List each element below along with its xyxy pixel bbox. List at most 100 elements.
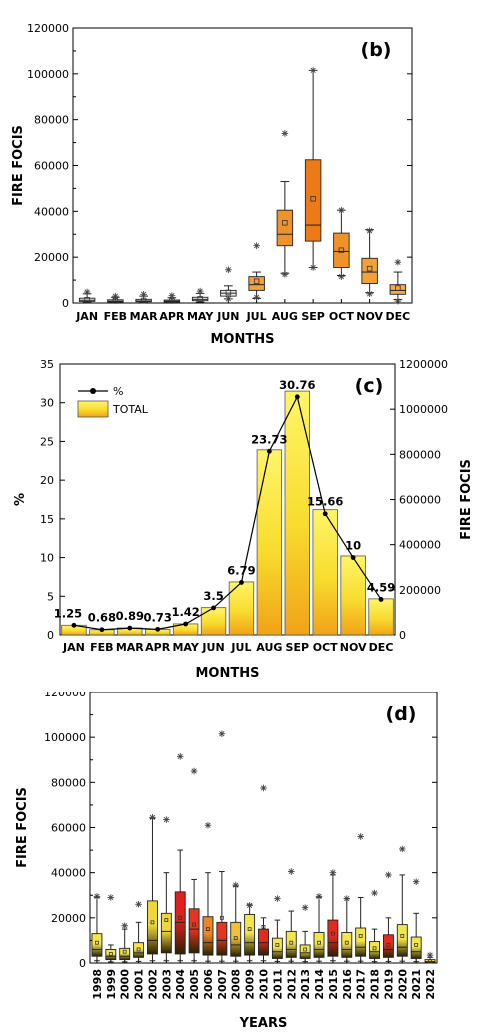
x-tick-label: 2012 [285, 969, 298, 1000]
box-mean-marker [261, 924, 266, 929]
outlier-marker [287, 868, 295, 875]
x-axis-title: MONTHS [196, 666, 260, 681]
box-mean-marker [428, 959, 432, 964]
y-tick-label: 80000 [51, 776, 86, 789]
outlier-marker [225, 266, 232, 274]
outlier-marker-d2 [122, 923, 128, 929]
box-2008 [230, 881, 242, 962]
percent-data-label: 10 [345, 539, 361, 553]
x-axis-title: YEARS [239, 1016, 288, 1031]
outlier-marker-d2 [108, 894, 114, 901]
percent-data-label: 3.5 [203, 589, 223, 603]
outlier-marker-d2 [330, 870, 336, 876]
outlier-marker [140, 290, 147, 298]
box-mean-marker [108, 952, 113, 956]
box-mean-marker [150, 920, 155, 925]
outlier-marker-d2 [395, 298, 401, 304]
box-2010 [258, 784, 269, 962]
y-tick-label: 80000 [34, 114, 69, 127]
x-tick-label: JUN [201, 641, 224, 654]
outlier-marker-d2 [149, 814, 156, 820]
box-2022 [424, 951, 436, 964]
y-tick-label: 25 [40, 435, 54, 448]
box-APR [163, 292, 181, 304]
box-2015 [327, 869, 339, 962]
x-tick-label: MAY [172, 641, 199, 654]
x-tick-label: MAY [187, 310, 214, 323]
percent-data-label: 1.25 [54, 606, 82, 620]
outlier-marker-d2 [395, 259, 401, 265]
outlier-marker [301, 904, 309, 911]
percent-data-label: 6.79 [227, 563, 255, 577]
outlier-marker [163, 816, 170, 823]
x-tick-label: 2021 [410, 969, 423, 1000]
y-tick-label: 15 [40, 513, 54, 526]
outlier-marker [190, 767, 198, 775]
percent-point [99, 627, 105, 633]
outlier-marker [371, 889, 378, 897]
box-2019 [382, 871, 394, 962]
box-mean-marker [178, 915, 183, 920]
outlier-marker-d2 [310, 264, 316, 271]
x-tick-label: 2006 [202, 969, 215, 1000]
x-tick-label: 1998 [91, 969, 104, 1000]
box-mean-marker [95, 940, 99, 945]
percent-point [71, 622, 77, 628]
outlier-marker [218, 730, 226, 738]
legend-bar-swatch [77, 400, 109, 418]
outlier-marker-d2 [219, 731, 225, 737]
outlier-marker [343, 895, 351, 902]
x-tick-label: AUG [256, 641, 282, 654]
panel-label: (d) [386, 703, 417, 725]
box-iqr [299, 944, 311, 959]
outlier-marker [366, 290, 373, 298]
box-1998 [91, 893, 103, 962]
x-tick-label: 2014 [313, 969, 326, 1000]
outlier-marker-d2 [225, 267, 232, 273]
percent-point [127, 625, 133, 631]
box-iqr [304, 159, 322, 242]
total-bar-NOV [340, 555, 366, 636]
outlier-marker [107, 894, 115, 901]
box-2005 [188, 767, 200, 962]
outlier-marker [338, 206, 345, 214]
box-mean-marker [206, 927, 210, 932]
box-mean-marker [136, 947, 141, 952]
box-iqr [160, 912, 172, 954]
box-mean-marker [192, 922, 196, 927]
box-mean-marker [338, 247, 345, 254]
y-tick-label: 100000 [44, 731, 86, 744]
outlier-marker-d2 [338, 274, 345, 280]
box-mean-marker [414, 943, 419, 947]
box-mean-marker [253, 278, 260, 284]
percent-data-label: 4.59 [367, 580, 395, 594]
box-SEP [304, 67, 322, 271]
box-mean-marker [358, 934, 363, 938]
box-mean-marker [366, 265, 373, 272]
outlier-marker [366, 227, 373, 235]
box-iqr [91, 933, 103, 957]
outlier-marker-d2 [413, 879, 419, 885]
box-iqr [271, 937, 283, 959]
box-mean-marker [219, 915, 224, 920]
box-2020 [396, 845, 408, 962]
percent-data-label: 0.73 [144, 610, 172, 624]
box-iqr [389, 284, 407, 295]
x-tick-label: MAR [116, 641, 144, 654]
y-tick-label: 0 [47, 629, 54, 642]
outlier-marker-d2 [225, 296, 232, 302]
y-tick-label: 10 [40, 552, 54, 565]
outlier-marker-d2 [358, 833, 364, 840]
outlier-marker-d2 [366, 228, 373, 234]
percent-data-label: 15.66 [307, 495, 343, 509]
y-right-tick-label: 400000 [399, 539, 441, 552]
outlier-marker [329, 869, 337, 876]
y-axis-title: FIRE FOCIS [11, 125, 26, 206]
box-AUG [276, 130, 294, 278]
outlier-marker-d2 [344, 896, 350, 902]
x-tick-label: AUG [272, 310, 298, 323]
panel-label: (c) [355, 375, 384, 397]
outlier-marker [260, 784, 267, 792]
box-2018 [369, 889, 380, 963]
box-2009 [244, 902, 256, 962]
